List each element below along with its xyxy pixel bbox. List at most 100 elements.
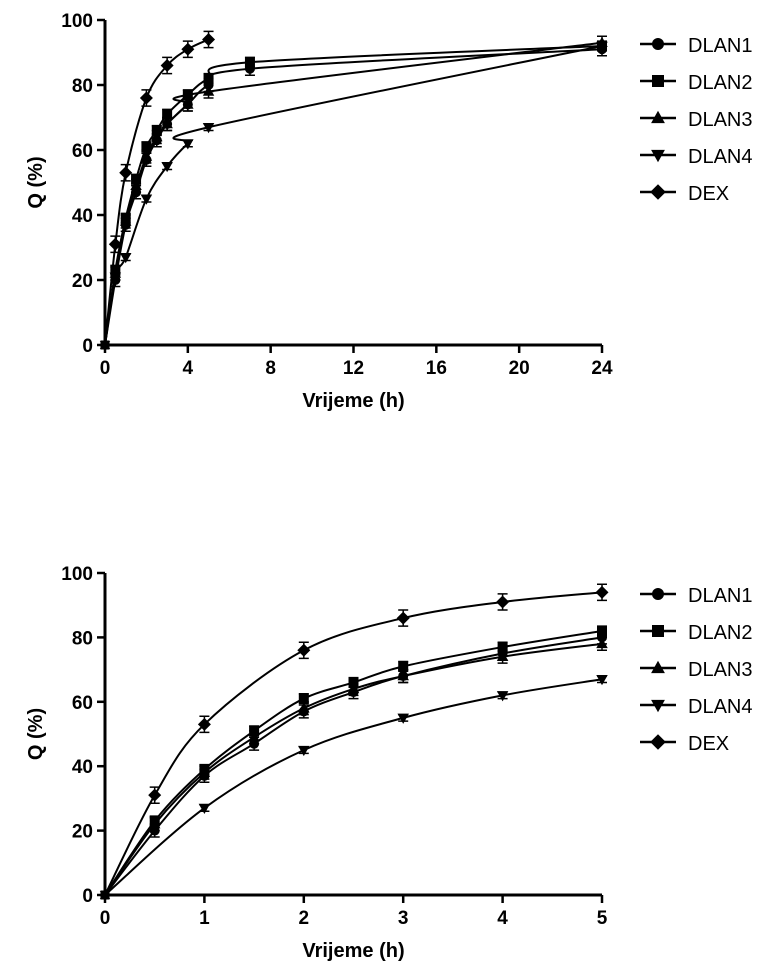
y-tick-label: 80 [72, 76, 93, 97]
data-point-dlan3 [151, 131, 163, 142]
x-tick-label: 5 [597, 908, 608, 929]
data-point-dlan2 [244, 57, 255, 68]
x-tick-label: 12 [343, 358, 364, 379]
series-dlan4 [99, 41, 608, 351]
series-line-dlan3 [104, 642, 603, 896]
series-line-dlan3 [104, 41, 603, 346]
legend-label-dex: DEX [688, 183, 729, 205]
y-axis-title: Q (%) [25, 156, 47, 208]
legend-item-dex: DEX [640, 183, 729, 205]
data-point-dlan4 [202, 123, 215, 134]
legend-item-dlan2: DLAN2 [640, 622, 752, 644]
series-line-dlan4 [104, 678, 603, 896]
series-line-dlan1 [104, 636, 603, 896]
x-tick-label: 20 [509, 358, 530, 379]
series-line-dlan1 [104, 48, 603, 346]
x-tick-label: 16 [426, 358, 447, 379]
data-point-dlan2 [597, 625, 607, 636]
y-tick-label: 0 [82, 886, 93, 907]
x-axis-title: Vrijeme (h) [302, 390, 404, 412]
legend-item-dlan2: DLAN2 [640, 72, 752, 94]
series-dex [99, 583, 609, 901]
series-dlan4 [99, 675, 608, 901]
legend-label-dex: DEX [688, 733, 729, 755]
x-tick-label: 0 [100, 908, 111, 929]
series-dex [99, 30, 216, 351]
data-point-dlan3 [596, 637, 608, 649]
data-point-dex [108, 237, 122, 251]
data-point-dlan4 [496, 691, 509, 702]
data-point-dlan3 [198, 766, 211, 777]
legend-marker-dlan1 [652, 588, 664, 600]
legend-label-dlan2: DLAN2 [688, 622, 752, 644]
data-point-dlan4 [182, 139, 194, 150]
legend-item-dlan3: DLAN3 [640, 659, 752, 681]
data-point-dlan3 [119, 215, 132, 226]
x-tick-label: 8 [265, 358, 276, 379]
data-point-dex [297, 643, 311, 657]
data-point-dlan4 [596, 675, 608, 686]
legend-item-dlan4: DLAN4 [640, 696, 752, 718]
legend-item-dlan3: DLAN3 [640, 109, 752, 131]
y-tick-label: 40 [72, 757, 93, 778]
data-point-dlan3 [161, 118, 173, 129]
legend-item-dex: DEX [640, 733, 729, 755]
data-point-dex [396, 611, 410, 625]
series-line-dlan4 [104, 45, 603, 346]
x-tick-label: 3 [398, 908, 409, 929]
x-tick-label: 24 [591, 358, 613, 379]
data-point-dlan4 [397, 713, 409, 724]
series-dlan1 [100, 630, 607, 900]
data-point-dlan3 [182, 98, 194, 109]
series-dlan2 [100, 40, 607, 350]
axes: 0 4 8 12 16 20 24 0 20 40 60 80 100 [61, 11, 613, 379]
data-point-dlan3 [130, 179, 142, 190]
data-point-dlan3 [496, 650, 509, 661]
data-point-dex [202, 33, 216, 46]
data-point-dlan3 [298, 702, 310, 713]
legend-marker-dlan3 [651, 660, 665, 674]
y-tick-label: 80 [72, 628, 93, 649]
data-point-dlan4 [140, 194, 153, 205]
data-point-dex [99, 339, 111, 351]
axes: 0 1 2 3 4 5 0 20 40 60 80 100 [61, 564, 607, 929]
data-point-dlan4 [161, 162, 173, 173]
y-tick-label: 100 [61, 11, 93, 32]
legend-marker-dlan2 [652, 75, 664, 87]
data-point-dex [181, 42, 195, 56]
series-line-dex [104, 38, 209, 346]
legend-label-dlan1: DLAN1 [688, 585, 752, 607]
legend: DLAN1 DLAN2 DLAN3 DLAN4 DEX [640, 35, 752, 205]
data-point-dlan4 [198, 803, 211, 815]
data-point-dlan3 [248, 731, 260, 742]
release-chart-24h: 0 4 8 12 16 20 24 0 20 40 60 80 100 Vrijeme (h) Q (%) D… [25, 11, 752, 412]
data-point-dlan3 [397, 670, 409, 681]
data-point-dex [139, 91, 153, 105]
data-point-dex [148, 788, 162, 802]
data-point-dlan3 [148, 818, 161, 829]
legend-label-dlan2: DLAN2 [688, 72, 752, 94]
data-point-dex [197, 717, 211, 731]
series-line-dlan2 [104, 45, 603, 346]
legend-label-dlan1: DLAN1 [688, 35, 752, 57]
x-tick-label: 0 [100, 358, 111, 379]
data-point-dlan3 [140, 150, 153, 161]
legend-marker-dlan3 [651, 110, 665, 124]
y-tick-label: 40 [72, 206, 93, 227]
legend-marker-dex [650, 184, 666, 200]
legend-item-dlan1: DLAN1 [640, 35, 752, 57]
legend-item-dlan1: DLAN1 [640, 585, 752, 607]
series-line-dlan2 [104, 629, 603, 896]
legend-marker-dlan4 [651, 699, 665, 713]
data-point-dlan2 [203, 73, 214, 84]
x-tick-label: 2 [299, 908, 310, 929]
legend: DLAN1 DLAN2 DLAN3 DLAN4 DEX [640, 585, 752, 755]
legend-marker-dlan1 [652, 38, 664, 50]
y-tick-label: 60 [72, 693, 93, 714]
series-dlan2 [100, 625, 607, 900]
data-point-dex [119, 166, 133, 180]
data-point-dex [99, 889, 111, 901]
y-tick-label: 100 [61, 564, 93, 585]
data-point-dlan3 [202, 85, 215, 96]
